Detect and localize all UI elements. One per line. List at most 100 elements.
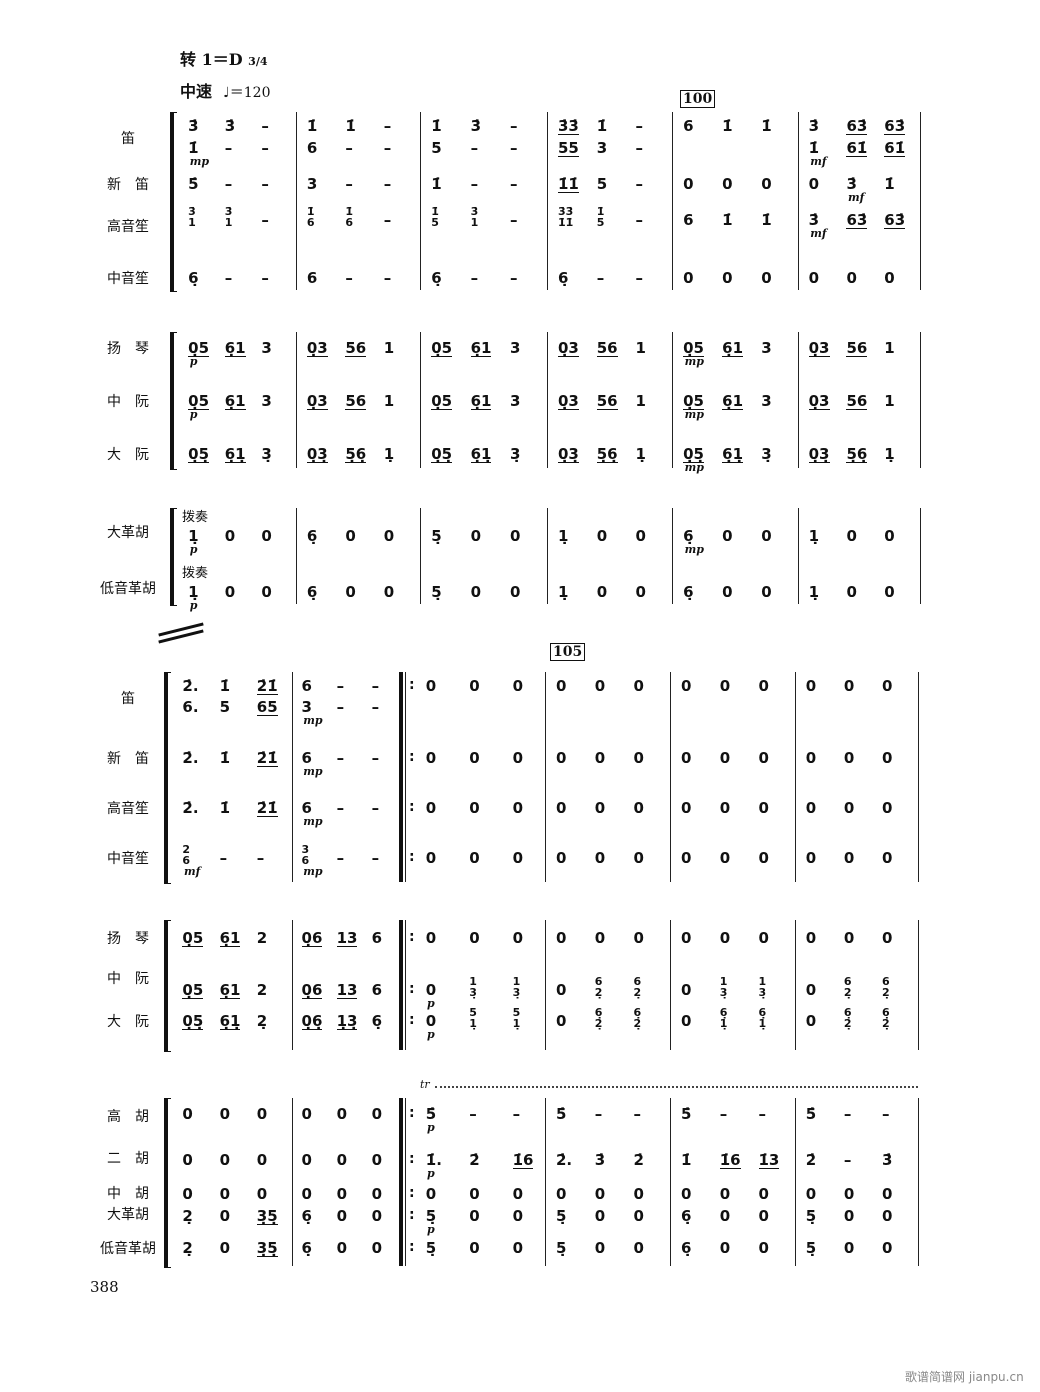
note: 6̣ <box>683 527 694 545</box>
repeat-dots: : <box>409 981 415 997</box>
barline <box>547 332 549 468</box>
note: – <box>596 269 605 287</box>
tempo-label: 中速 <box>180 82 213 101</box>
note: 6̣1 <box>219 929 241 947</box>
chord: 6 2̣ <box>595 976 603 998</box>
page-number: 388 <box>90 1278 119 1296</box>
instrument-name: 中 胡 <box>107 1186 149 1202</box>
barline <box>405 920 407 1050</box>
chord-note: 3̣ <box>719 986 728 999</box>
note: 3̣ <box>261 445 272 463</box>
chord-note: 6̣ <box>843 1006 852 1019</box>
note: 0 <box>256 1185 268 1203</box>
chord-note: 2̣ <box>882 986 890 999</box>
chord-note: 6 <box>306 216 315 229</box>
note: – <box>261 211 269 229</box>
repeat-dots: : <box>409 929 415 945</box>
note: – <box>261 117 269 135</box>
chord-note: 2̣ <box>594 986 603 999</box>
note: 0 <box>758 1207 769 1225</box>
note: – <box>509 117 518 135</box>
note: 0 <box>843 1239 855 1257</box>
note: 0 <box>758 929 769 947</box>
note: 0 <box>594 749 606 767</box>
barline <box>920 332 922 468</box>
dynamic-marking: p <box>427 1028 435 1041</box>
barline <box>547 508 549 604</box>
note: 1̇ <box>219 799 231 817</box>
note: 0 <box>383 527 395 545</box>
note: 6 <box>371 981 383 999</box>
note: – <box>882 1105 890 1123</box>
note: 0 <box>681 1185 692 1203</box>
note: 0 <box>843 1207 855 1225</box>
dynamic-marking: mp <box>189 155 210 168</box>
note: 6 <box>683 211 694 229</box>
barline <box>420 112 422 290</box>
chord: 3̇ 1 <box>188 206 196 228</box>
dynamic-marking: mf <box>810 155 827 168</box>
barline <box>405 1098 407 1266</box>
note: – <box>224 139 233 157</box>
note: 1̇ <box>722 211 733 229</box>
barline <box>795 672 797 882</box>
chord: 5 1̣ <box>513 1007 521 1029</box>
note: 0 <box>512 1239 524 1257</box>
chord-note: 6 <box>633 975 642 988</box>
instrument-name: 中 阮 <box>107 394 149 410</box>
repeat-barline <box>399 920 403 1050</box>
note: 1̣ <box>558 527 569 545</box>
rehearsal-mark: 105 <box>550 643 586 661</box>
chord-note: 5 <box>596 216 605 229</box>
note: 56 <box>846 392 868 410</box>
note: 1 <box>383 339 395 357</box>
note: 0 <box>635 583 646 601</box>
chord-note: 6̣ <box>719 1006 728 1019</box>
note: 56 <box>846 339 868 357</box>
note: – <box>261 139 269 157</box>
note: 0 <box>805 1185 817 1203</box>
chord-note: 1̇ <box>345 205 353 218</box>
note: 0 <box>805 677 817 695</box>
note: 2̇. <box>182 799 199 817</box>
note: 1̣ <box>188 527 199 545</box>
note: 0 <box>808 269 820 287</box>
note: 2̇. <box>556 1151 573 1169</box>
note: 0 <box>805 849 817 867</box>
note: 0 <box>182 1151 193 1169</box>
note: 2̣ <box>182 1239 193 1257</box>
note: 6 <box>301 799 312 817</box>
chord-note: 1̣ <box>719 1017 728 1030</box>
chord-note: 3̇ <box>470 205 479 218</box>
chord: 6̣ 2̣ <box>844 1007 852 1029</box>
repeat-dots: : <box>409 677 415 693</box>
note: – <box>509 139 518 157</box>
note: 0 <box>882 1185 893 1203</box>
instrument-name: 笛 <box>121 691 135 707</box>
instrument-name: 高音笙 <box>107 801 149 817</box>
note: 1̇ <box>808 139 820 157</box>
chord-note: 2̣ <box>633 1017 642 1030</box>
repeat-dots: : <box>409 749 415 765</box>
repeat-dots: : <box>409 1105 415 1121</box>
note: 0 <box>556 849 567 867</box>
note: 0 <box>345 527 356 545</box>
note: 3 <box>261 339 272 357</box>
note: 0 <box>594 1185 606 1203</box>
chord-note: 6 <box>594 975 603 988</box>
note: 0̣3̣ <box>558 445 579 463</box>
barline <box>296 112 298 290</box>
note: – <box>345 175 353 193</box>
note: 0 <box>594 799 606 817</box>
chord: 6̣ 1̣ <box>759 1007 767 1029</box>
note: 0 <box>556 981 567 999</box>
note: 0 <box>882 929 893 947</box>
system-bracket <box>170 508 177 606</box>
trill-mark: tr <box>420 1078 430 1091</box>
instrument-name: 中音笙 <box>107 271 149 287</box>
barline <box>672 508 674 604</box>
chord-note: 2̣ <box>882 1017 890 1030</box>
note: 0 <box>882 677 893 695</box>
note: 0 <box>846 527 857 545</box>
